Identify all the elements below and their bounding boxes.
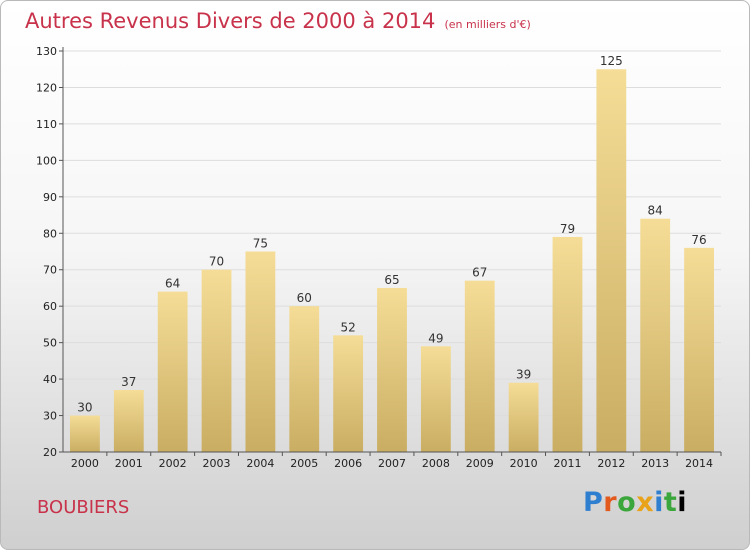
bar <box>684 247 714 452</box>
bar <box>245 251 276 452</box>
data-label: 75 <box>253 237 268 251</box>
chart-title: Autres Revenus Divers de 2000 à 2014 (en… <box>25 9 531 33</box>
logo-letter: t <box>663 487 678 518</box>
data-label: 84 <box>648 204 663 218</box>
bar <box>201 269 232 452</box>
data-label: 60 <box>297 291 312 305</box>
bar <box>464 280 495 452</box>
logo-letter: i <box>654 487 664 518</box>
x-tick-label: 2010 <box>510 457 538 470</box>
y-tick-label: 120 <box>36 81 57 94</box>
data-label: 39 <box>516 368 531 382</box>
x-tick-label: 2011 <box>553 457 581 470</box>
y-tick-label: 70 <box>43 264 57 277</box>
unit-text: (en milliers d'€) <box>444 18 531 31</box>
x-tick-label: 2003 <box>203 457 231 470</box>
bar <box>157 291 188 452</box>
data-label: 64 <box>165 277 180 291</box>
data-label: 30 <box>77 401 92 415</box>
y-tick-label: 100 <box>36 154 57 167</box>
y-tick-label: 90 <box>43 191 57 204</box>
x-tick-label: 2004 <box>246 457 274 470</box>
x-tick-label: 2005 <box>290 457 318 470</box>
x-tick-label: 2014 <box>685 457 713 470</box>
bar <box>552 236 583 452</box>
data-label: 52 <box>340 320 355 334</box>
y-tick-label: 30 <box>43 410 57 423</box>
x-tick-label: 2013 <box>641 457 669 470</box>
place-name: BOUBIERS <box>37 497 130 518</box>
x-tick-label: 2012 <box>597 457 625 470</box>
data-label: 76 <box>691 233 706 247</box>
y-tick-label: 50 <box>43 337 57 350</box>
x-tick-label: 2000 <box>71 457 99 470</box>
bar <box>508 382 539 452</box>
logo-letter: x <box>636 487 655 518</box>
axes <box>59 47 722 456</box>
x-tick-label: 2002 <box>159 457 187 470</box>
title-text: Autres Revenus Divers de 2000 à 2014 <box>25 9 436 33</box>
logo-letter: P <box>583 487 604 518</box>
bar <box>289 306 320 452</box>
bar <box>70 415 100 452</box>
data-label: 125 <box>600 54 623 68</box>
bar <box>420 346 451 452</box>
x-tick-label: 2008 <box>422 457 450 470</box>
y-tick-label: 110 <box>36 118 57 131</box>
y-tick-label: 80 <box>43 227 57 240</box>
data-label: 49 <box>428 331 443 345</box>
data-label: 67 <box>472 266 487 280</box>
x-tick-label: 2009 <box>466 457 494 470</box>
bars <box>70 69 714 453</box>
logo-letter: o <box>617 487 637 518</box>
data-label: 37 <box>121 375 136 389</box>
y-tick-label: 20 <box>43 446 57 459</box>
bar <box>333 335 364 452</box>
data-label: 70 <box>209 255 224 269</box>
x-tick-label: 2006 <box>334 457 362 470</box>
logo-letter: i <box>677 487 688 518</box>
x-tick-label: 2007 <box>378 457 406 470</box>
logo-letter: r <box>603 487 618 518</box>
y-tick-label: 60 <box>43 300 57 313</box>
y-tick-label: 40 <box>43 373 57 386</box>
bar <box>377 287 407 452</box>
bar <box>640 218 671 452</box>
data-label: 79 <box>560 222 575 236</box>
bar <box>113 390 144 452</box>
data-label: 65 <box>384 273 399 287</box>
labels: 20 30 40 50 60 70 80 90 100 110 120 130 2000 30 2001 37… <box>36 45 713 470</box>
proxiti-logo: Proxiti <box>583 487 687 518</box>
bar <box>596 69 627 453</box>
y-tick-label: 130 <box>36 45 57 58</box>
x-tick-label: 2001 <box>115 457 143 470</box>
